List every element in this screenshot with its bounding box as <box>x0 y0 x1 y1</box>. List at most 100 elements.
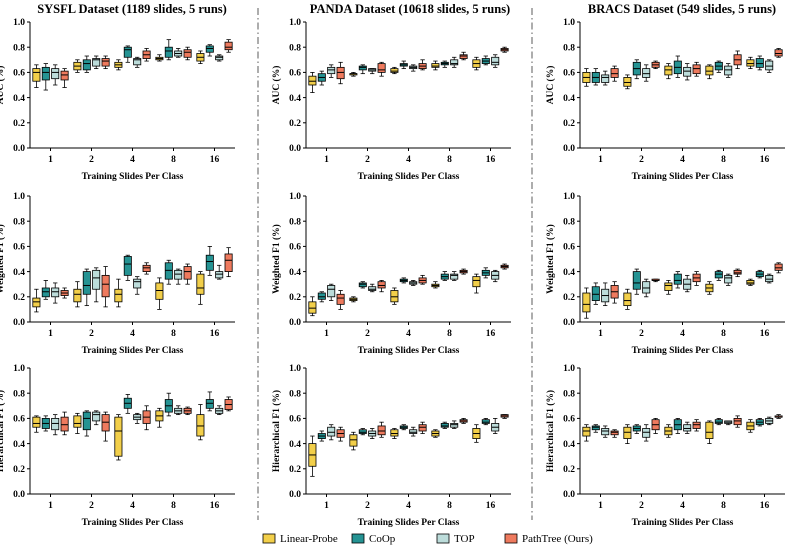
box-pathtree-ours <box>733 415 742 428</box>
box-coop <box>440 271 449 281</box>
x-tick-label: 4 <box>680 155 685 165</box>
panel-bracs-1: 0.0 0.2 0.4 0.6 0.8 1.0 Weighted F1 (%) 1 2 4 8 16 T… <box>545 192 785 356</box>
x-tick-label: 1 <box>324 155 329 165</box>
x-tick-label: 4 <box>680 329 685 339</box>
y-tick-label: 0.0 <box>289 144 301 154</box>
box-pathtree-ours <box>418 274 427 285</box>
y-tick-label: 0.2 <box>563 293 575 303</box>
box-iqr <box>418 424 427 432</box>
box-linear-probe <box>705 64 714 80</box>
box-iqr <box>683 424 692 432</box>
box-top <box>133 412 142 424</box>
box-coop <box>123 254 132 281</box>
y-tick-label: 0.6 <box>563 69 575 79</box>
y-tick-label: 0.6 <box>289 415 301 425</box>
box-iqr <box>224 253 233 273</box>
panel-bracs-2: 0.0 0.2 0.4 0.6 0.8 1.0 Hierarchical F1 (%) 1 2 4… <box>545 364 785 528</box>
x-tick-label: 8 <box>447 329 452 339</box>
box-coop <box>164 392 173 417</box>
y-tick-label: 1.0 <box>563 18 575 28</box>
box-top <box>92 55 101 70</box>
box-coop <box>714 60 723 73</box>
box-iqr <box>215 271 224 279</box>
y-tick-label: 0.6 <box>289 243 301 253</box>
column-title: PANDA Dataset (10618 slides, 5 runs) <box>310 2 510 16</box>
x-tick-label: 4 <box>130 501 135 511</box>
box-top <box>601 282 610 307</box>
box-linear-probe <box>32 288 41 313</box>
box-iqr <box>724 65 733 76</box>
x-tick-label: 16 <box>486 155 496 165</box>
box-iqr <box>101 58 110 67</box>
x-tick-label: 2 <box>89 501 94 511</box>
panel-sysfl-2: 0.0 0.2 0.4 0.6 0.8 1.0 Hierarchical F1 (%) 1 2 4… <box>0 364 235 528</box>
y-tick-label: 0.0 <box>13 318 25 328</box>
box-iqr <box>774 49 783 57</box>
box-pathtree-ours <box>500 414 509 419</box>
box-pathtree-ours <box>224 247 233 278</box>
x-tick-label: 1 <box>598 155 603 165</box>
box-top <box>409 280 418 286</box>
y-tick-label: 0.6 <box>289 69 301 79</box>
x-axis-label: Training Slides Per Class <box>358 346 460 356</box>
box-linear-probe <box>664 63 673 80</box>
box-iqr <box>60 70 69 81</box>
x-tick-label: 4 <box>406 501 411 511</box>
box-coop <box>164 39 173 61</box>
x-axis-label: Training Slides Per Class <box>82 172 184 182</box>
box-iqr <box>601 428 610 436</box>
box-pathtree-ours <box>101 266 110 308</box>
x-tick-label: 4 <box>130 155 135 165</box>
box-iqr <box>746 280 755 285</box>
box-coop <box>205 391 214 412</box>
box-iqr <box>32 416 41 428</box>
x-axis-label: Training Slides Per Class <box>632 346 734 356</box>
box-coop <box>755 55 764 71</box>
box-linear-probe <box>431 429 440 438</box>
box-top <box>51 414 60 436</box>
x-tick-label: 2 <box>639 501 644 511</box>
x-tick-label: 4 <box>130 329 135 339</box>
y-tick-label: 0.8 <box>289 217 301 227</box>
y-tick-label: 0.2 <box>563 119 575 129</box>
box-pathtree-ours <box>183 46 192 61</box>
box-linear-probe <box>32 64 41 88</box>
box-top <box>601 425 610 438</box>
column-title: BRACS Dataset (549 slides, 5 runs) <box>588 2 776 16</box>
box-pathtree-ours <box>500 46 509 53</box>
box-top <box>450 420 459 429</box>
box-linear-probe <box>431 281 440 289</box>
box-pathtree-ours <box>60 68 69 88</box>
box-top <box>174 268 183 285</box>
box-linear-probe <box>196 50 205 64</box>
box-iqr <box>755 58 764 68</box>
box-top <box>174 405 183 416</box>
box-linear-probe <box>73 412 82 434</box>
box-iqr <box>623 426 632 439</box>
box-pathtree-ours <box>377 280 386 293</box>
box-top <box>51 64 60 86</box>
box-pathtree-ours <box>377 421 386 438</box>
box-pathtree-ours <box>60 287 69 299</box>
y-tick-label: 0.8 <box>289 389 301 399</box>
box-coop <box>123 45 132 63</box>
x-tick-label: 2 <box>639 329 644 339</box>
box-iqr <box>450 273 459 280</box>
box-top <box>724 273 733 286</box>
box-coop <box>205 44 214 57</box>
x-tick-label: 2 <box>89 155 94 165</box>
box-top <box>765 273 774 284</box>
panel-bracs-0: 0.0 0.2 0.4 0.6 0.8 1.0 AUC (%) 1 2 4 8 16 Training … <box>545 18 785 182</box>
y-tick-label: 1.0 <box>289 192 301 202</box>
box-pathtree-ours <box>459 417 468 424</box>
box-linear-probe <box>705 420 714 445</box>
box-iqr <box>472 276 481 288</box>
x-tick-label: 16 <box>210 329 220 339</box>
y-tick-label: 0.8 <box>13 217 25 227</box>
x-tick-label: 1 <box>48 155 53 165</box>
box-coop <box>591 424 600 433</box>
box-pathtree-ours <box>142 262 151 275</box>
box-coop <box>123 394 132 414</box>
y-tick-label: 0.2 <box>13 465 25 475</box>
x-axis-label: Training Slides Per Class <box>358 518 460 528</box>
